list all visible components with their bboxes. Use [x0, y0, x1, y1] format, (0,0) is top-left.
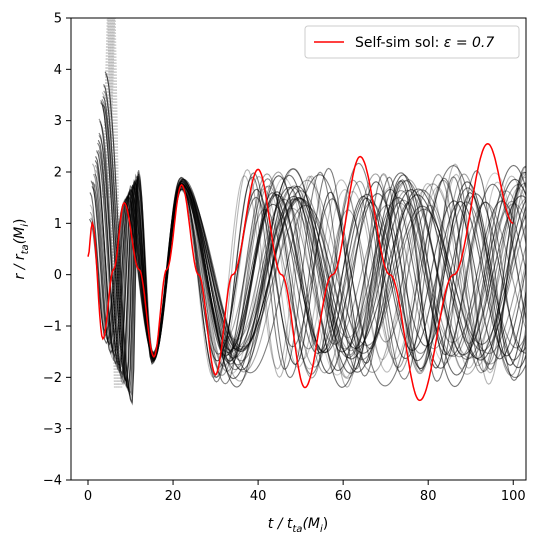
y-tick-label: −2 [43, 371, 62, 386]
x-tick-label: 20 [165, 489, 182, 504]
x-tick-label: 40 [250, 489, 267, 504]
y-tick-label: 5 [54, 12, 62, 27]
plot-frame [70, 17, 527, 481]
trajectory-spike [106, 18, 120, 388]
self-similar-solution-line [87, 143, 514, 402]
trajectory-spike [107, 18, 121, 388]
trajectory-spike [109, 18, 123, 388]
y-tick-label: 2 [54, 166, 62, 181]
y-tick-label: −4 [43, 474, 62, 489]
y-axis-ticks: −4 −3 −2 −1 0 1 2 3 4 5 [43, 12, 71, 489]
legend: Self-sim sol: ε = 0.7 [304, 25, 520, 59]
trajectory-line [103, 90, 526, 396]
trajectory-line [104, 71, 526, 405]
y-axis-label: r / rta(Mi) [12, 219, 31, 280]
trajectory-line [101, 99, 526, 389]
x-tick-label: 60 [335, 489, 352, 504]
trajectory-spike [108, 18, 122, 388]
x-tick-label: 100 [501, 489, 526, 504]
y-tick-label: 3 [54, 114, 62, 129]
x-axis-label: t / tta(Mi) [268, 516, 328, 535]
x-tick-label: 0 [84, 489, 92, 504]
trajectory-line [103, 85, 526, 400]
trajectory-line [102, 104, 526, 392]
trajectory-line [105, 73, 526, 406]
trajectory-line [99, 121, 526, 381]
trajectory-spike [103, 18, 116, 388]
trajectory-spike [102, 18, 115, 388]
trajectory-line [103, 84, 526, 396]
x-tick-label: 80 [420, 489, 437, 504]
y-tick-label: 1 [54, 217, 62, 232]
y-tick-label: −1 [43, 320, 62, 335]
legend-box [304, 25, 520, 59]
particle-trajectories [89, 18, 526, 406]
legend-label: Self-sim sol: ε = 0.7 [355, 35, 494, 51]
x-axis-ticks: 0 20 40 60 80 100 [84, 480, 526, 504]
plot-area [87, 18, 526, 406]
y-tick-label: 0 [54, 268, 62, 283]
y-tick-label: 4 [54, 63, 62, 78]
trajectory-spike [105, 18, 119, 388]
self-similar-solution-series [87, 143, 514, 402]
y-tick-label: −3 [43, 422, 62, 437]
trajectory-spike [104, 18, 117, 388]
